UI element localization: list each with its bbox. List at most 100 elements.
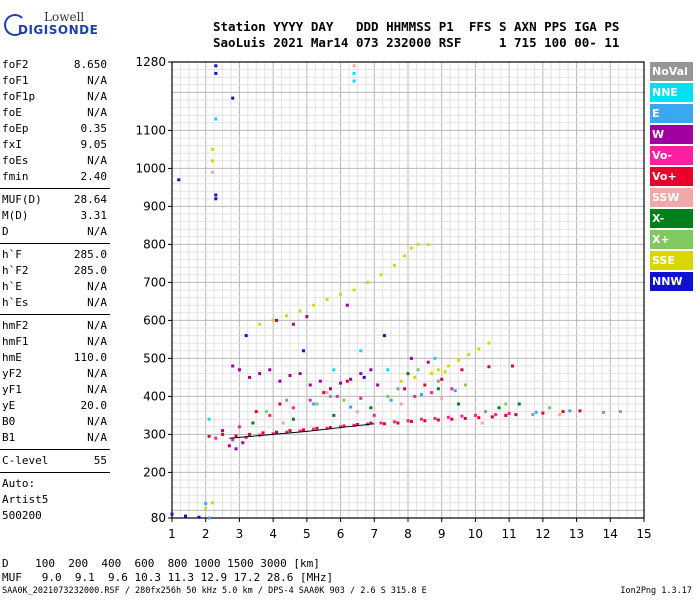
- data-point-nnw: [197, 515, 201, 519]
- data-point-voplus: [440, 377, 444, 381]
- data-point-voplus: [514, 413, 518, 417]
- y-tick-label: 300: [143, 427, 166, 441]
- param-value: 3.31: [80, 209, 108, 222]
- data-point-nne: [352, 71, 356, 75]
- param-name: fmin: [2, 170, 29, 183]
- muf-row: MUF 9.0 9.1 9.6 10.3 11.3 12.9 17.2 28.6…: [2, 571, 334, 584]
- y-tick-label: 500: [143, 351, 166, 365]
- data-point-voplus: [342, 424, 346, 428]
- param-name: hmF1: [2, 335, 29, 348]
- parameter-panel: foF2 8.650 foF1 N/A foF1p N/A foE N/A foEp 0.35 fx…: [0, 57, 110, 524]
- legend-item-nnw: NNW: [650, 272, 693, 291]
- data-point-nnw: [177, 178, 181, 182]
- data-point-voplus: [345, 379, 349, 383]
- y-tick-label: 1000: [135, 161, 166, 175]
- data-point-vominus: [231, 438, 235, 442]
- data-point-nnw: [244, 334, 248, 338]
- x-tick-label: 9: [438, 527, 446, 541]
- param-row: h`E N/A: [0, 279, 110, 295]
- data-point-xplus: [463, 383, 467, 387]
- separator: [0, 188, 110, 189]
- param-name: C-level: [2, 454, 49, 467]
- data-point-e: [207, 516, 211, 520]
- param-name: h`F: [2, 248, 22, 261]
- data-point-vominus: [413, 394, 417, 398]
- param-name: foEp: [2, 122, 29, 135]
- data-point-xminus: [406, 372, 410, 376]
- data-point-vominus: [352, 423, 356, 427]
- param-row: h`F2 285.0: [0, 263, 110, 279]
- data-point-vominus: [494, 413, 498, 417]
- autoscaler-line: Auto:: [2, 477, 36, 490]
- data-point-w: [345, 303, 349, 307]
- data-point-vominus: [244, 435, 248, 439]
- data-point-nne: [433, 356, 437, 360]
- data-point-nnw: [214, 197, 218, 201]
- data-point-nne: [359, 349, 363, 353]
- x-tick-label: 12: [535, 527, 550, 541]
- param-value: N/A: [87, 335, 107, 348]
- data-point-sse: [210, 501, 214, 505]
- data-point-voplus: [248, 432, 252, 436]
- logo-line1: Lowell: [44, 10, 85, 24]
- data-point-w: [339, 381, 343, 385]
- legend: NoVal NNE E W Vo- Vo+ SSW X- X+ SSE NNW: [650, 62, 693, 293]
- param-row: yE 20.0: [0, 398, 110, 414]
- data-point-sse: [366, 280, 370, 284]
- param-value: N/A: [87, 90, 107, 103]
- data-point-vominus: [308, 398, 312, 402]
- data-point-voplus: [477, 416, 481, 420]
- data-point-vominus: [335, 394, 339, 398]
- x-tick-label: 10: [468, 527, 483, 541]
- param-row: yF2 N/A: [0, 366, 110, 382]
- data-point-sse: [413, 375, 417, 379]
- param-row: MUF(D) 28.64: [0, 192, 110, 208]
- x-tick-label: 8: [404, 527, 412, 541]
- data-point-noval: [285, 398, 289, 402]
- param-value: N/A: [87, 431, 107, 444]
- data-point-voplus: [234, 434, 238, 438]
- legend-item-xminus: X-: [650, 209, 693, 228]
- data-point-vominus: [268, 413, 272, 417]
- param-row: foEp 0.35: [0, 121, 110, 137]
- param-value: N/A: [87, 74, 107, 87]
- data-point-w: [359, 372, 363, 376]
- data-point-nne: [214, 117, 218, 121]
- data-point-voplus: [511, 364, 515, 368]
- y-tick-label: 600: [143, 313, 166, 327]
- data-point-sse: [416, 242, 420, 246]
- param-value: 285.0: [73, 264, 107, 277]
- data-point-sse: [477, 347, 481, 351]
- data-point-vominus: [325, 426, 329, 430]
- data-point-xplus: [548, 406, 552, 410]
- legend-item-ssw: SSW: [650, 188, 693, 207]
- separator: [0, 472, 110, 473]
- data-point-e: [204, 502, 208, 506]
- data-point-sse: [487, 341, 491, 345]
- data-point-sse: [352, 288, 356, 292]
- data-point-w: [221, 429, 225, 433]
- param-value: N/A: [87, 225, 107, 238]
- data-point-w: [376, 383, 380, 387]
- legend-item-sse: SSE: [650, 251, 693, 270]
- data-point-noval: [618, 410, 622, 414]
- param-row: foF1p N/A: [0, 89, 110, 105]
- param-row: hmF2 N/A: [0, 318, 110, 334]
- data-point-voplus: [578, 409, 582, 413]
- param-name: h`F2: [2, 264, 29, 277]
- data-point-vominus: [372, 413, 376, 417]
- data-point-voplus: [423, 383, 427, 387]
- param-value: N/A: [87, 106, 107, 119]
- data-point-sse: [467, 353, 471, 357]
- y-tick-label: 400: [143, 389, 166, 403]
- x-tick-label: 2: [202, 527, 210, 541]
- data-point-e: [534, 410, 538, 414]
- data-point-nnw: [183, 514, 187, 518]
- param-name: foF1: [2, 74, 29, 87]
- footer-file-info: SAA0K_2021073232000.RSF / 280fx256h 50 k…: [2, 586, 427, 596]
- y-tick-label: 1100: [135, 123, 166, 137]
- data-point-sse: [258, 322, 262, 326]
- data-point-w: [426, 360, 430, 364]
- data-point-voplus: [436, 418, 440, 422]
- legend-item-vominus: Vo-: [650, 146, 693, 165]
